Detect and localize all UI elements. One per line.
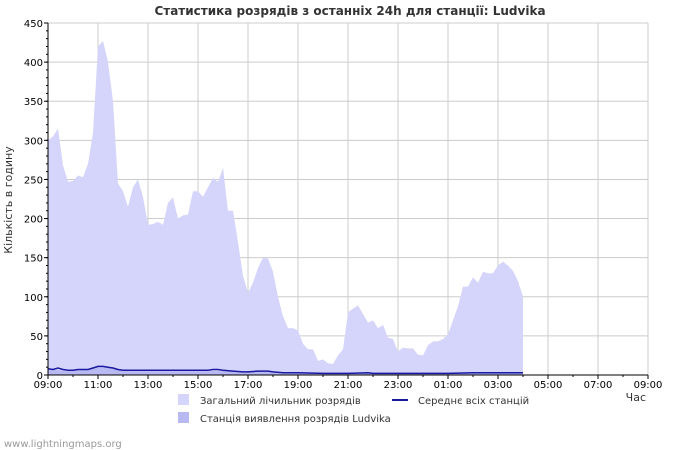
legend-swatch (178, 412, 189, 423)
y-tick-label: 250 (24, 175, 43, 186)
y-tick-label: 300 (24, 136, 43, 147)
plot-area (47, 41, 523, 375)
x-tick-label: 03:00 (484, 380, 513, 391)
x-tick-label: 09:00 (634, 380, 663, 391)
legend-label: Станція виявлення розрядів Ludvika (200, 413, 391, 425)
station-count-area (48, 367, 523, 375)
y-tick-label: 450 (24, 19, 43, 30)
x-tick-label: 07:00 (584, 380, 613, 391)
y-axis-label: Кількість в годину (2, 146, 15, 254)
x-tick-label: 09:00 (34, 380, 63, 391)
legend: Загальний лічильник розрядів Середнє всіх… (178, 394, 529, 425)
average-all-stations-line (47, 365, 523, 375)
watermark: www.lightningmaps.org (4, 439, 122, 450)
y-tick-label: 400 (24, 58, 43, 69)
x-tick-label: 23:00 (384, 380, 413, 391)
x-tick-label: 19:00 (284, 380, 313, 391)
y-tick-label: 350 (24, 97, 43, 108)
x-tick-label: 05:00 (534, 380, 563, 391)
legend-label: Середнє всіх станцій (418, 395, 529, 407)
y-tick-label: 200 (24, 215, 43, 226)
x-tick-label: 21:00 (334, 380, 363, 391)
total-count-area (48, 41, 523, 375)
x-tick-label: 11:00 (84, 380, 113, 391)
legend-swatch (178, 394, 189, 405)
y-tick-label: 0 (37, 371, 43, 382)
grid-lines (48, 22, 649, 375)
x-tick-label: 01:00 (434, 380, 463, 391)
x-tick-labels: 09:00 11:00 13:00 15:00 17:00 19:00 21:00 23:00… (34, 380, 663, 391)
y-tick-label: 50 (30, 332, 43, 343)
axes (44, 22, 649, 379)
y-tick-label: 100 (24, 293, 43, 304)
legend-label: Загальний лічильник розрядів (200, 395, 361, 407)
x-tick-label: 13:00 (134, 380, 163, 391)
x-axis-label: Час (626, 391, 646, 404)
y-tick-label: 150 (24, 254, 43, 265)
y-tick-labels: 0 50 100 150 200 250 300 350 400 450 (24, 19, 43, 382)
x-tick-label: 17:00 (234, 380, 263, 391)
chart-title: Статистика розрядів з останніх 24h для с… (154, 4, 545, 18)
x-tick-label: 15:00 (184, 380, 213, 391)
